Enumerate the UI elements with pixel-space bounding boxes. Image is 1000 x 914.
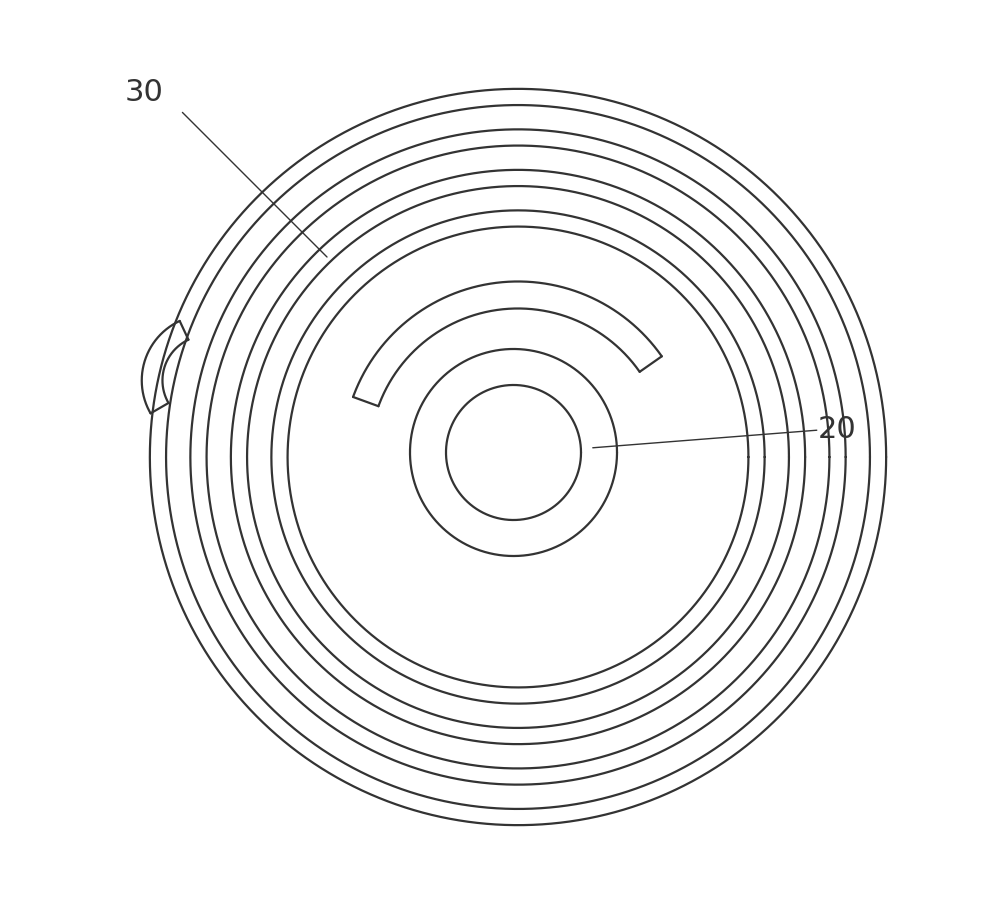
Text: 20: 20 [818, 416, 857, 444]
Text: 30: 30 [125, 78, 164, 107]
